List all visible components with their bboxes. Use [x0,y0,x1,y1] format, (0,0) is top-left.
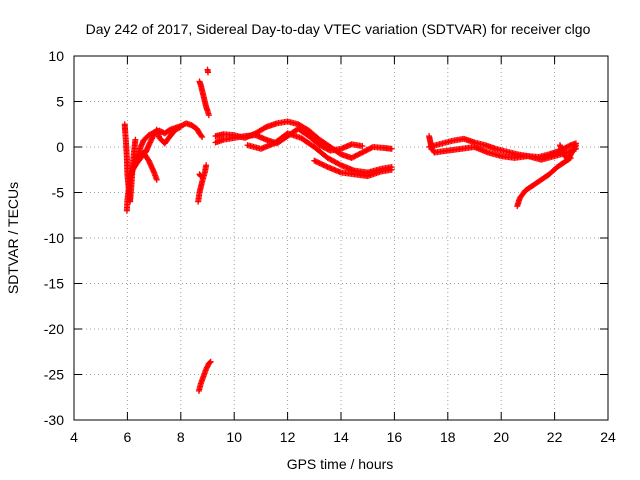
series-arc-m [311,157,395,180]
y-tick-label: 5 [56,94,64,110]
series-arc-k [212,125,366,154]
series-arc-f [204,66,212,76]
data-point [177,123,184,130]
x-tick-label: 14 [333,429,349,445]
data-point [359,143,366,150]
data-point [388,166,395,173]
tick-layer: 4 6 8 10 12 14 16 18 20 22 24 -30 -25 -20 -15 -10 -5 0 5 10 [44,48,616,445]
data-point [205,112,212,119]
series-arc-e [196,78,212,119]
y-tick-label: -20 [44,321,64,337]
series-arc-p [431,144,579,163]
y-tick-label: -30 [44,412,64,428]
y-tick-label: -25 [44,367,64,383]
y-tick-label: 0 [56,139,64,155]
series-arc-h [196,171,204,180]
y-tick-label: -15 [44,276,64,292]
x-axis-label: GPS time / hours [287,456,394,472]
data-point [199,133,206,140]
data-point [197,172,204,179]
data-point [198,132,205,139]
series-layer [121,66,579,394]
x-tick-label: 8 [177,429,185,445]
y-axis-label: SDTVAR / TECUs [5,182,21,294]
data-point [207,358,214,365]
data-point [572,142,579,149]
x-tick-label: 12 [280,429,296,445]
data-point [566,142,573,149]
series-arc-l [244,130,395,176]
series-arc-d [132,149,160,183]
x-tick-label: 18 [440,429,456,445]
grid-layer [74,56,608,420]
data-point [205,69,212,76]
y-tick-label: 10 [48,48,64,64]
data-point [261,124,268,131]
chart-title: Day 242 of 2017, Sidereal Day-to-day VTE… [86,21,591,37]
data-point [206,359,213,366]
data-point [132,136,139,143]
data-point [388,145,395,152]
data-point [203,162,210,169]
data-point [572,143,579,150]
x-tick-label: 6 [124,429,132,445]
series-arc-g [195,162,210,205]
y-tick-label: -5 [52,185,65,201]
data-point [153,176,160,183]
data-point [197,173,204,180]
series-arc-i [195,358,214,394]
data-point [176,124,183,131]
x-tick-label: 10 [226,429,242,445]
x-tick-label: 20 [493,429,509,445]
x-tick-label: 16 [387,429,403,445]
data-point [336,161,343,168]
x-tick-label: 22 [547,429,563,445]
x-tick-label: 24 [600,429,616,445]
y-tick-label: -10 [44,230,64,246]
x-tick-label: 4 [70,429,78,445]
series-arc-r [556,142,579,163]
series-arc-q [514,154,574,210]
